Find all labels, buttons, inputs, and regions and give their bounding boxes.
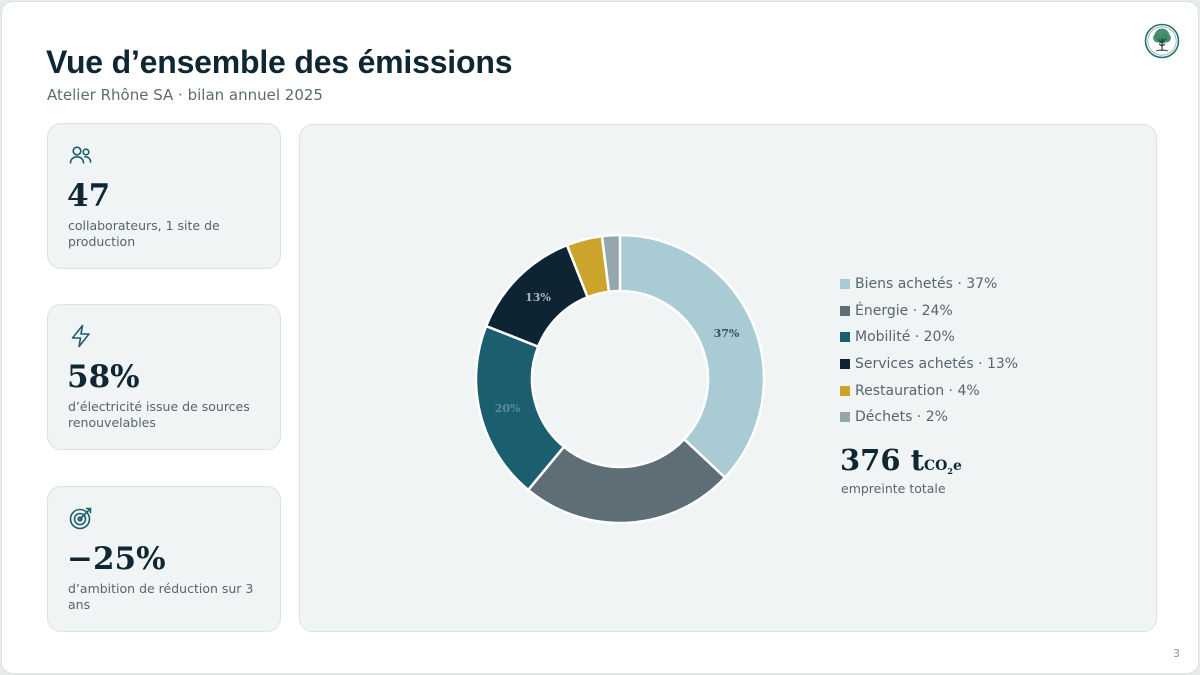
target-icon xyxy=(69,507,92,530)
unit-subscript: 2 xyxy=(947,465,953,476)
legend-item: Énergie · 24% xyxy=(840,298,1018,325)
page-title: Vue d’ensemble des émissions xyxy=(46,44,513,80)
total-footprint-label: empreinte totale xyxy=(841,481,946,496)
chart-legend: Biens achetés · 37% Énergie · 24% Mobilité… xyxy=(840,271,1018,431)
legend-item: Biens achetés · 37% xyxy=(840,271,1018,298)
kpi-value: 47 xyxy=(67,178,111,214)
legend-item: Restauration · 4% xyxy=(840,377,1018,404)
kpi-description: d’ambition de réduction sur 3 ans xyxy=(68,581,254,612)
page-subtitle: Atelier Rhône SA · bilan annuel 2025 xyxy=(47,86,323,104)
legend-swatch xyxy=(840,305,850,316)
kpi-card-target: −25% d’ambition de réduction sur 3 ans xyxy=(47,486,281,632)
legend-label: Biens achetés · 37% xyxy=(855,276,998,293)
total-unit: CO2e xyxy=(924,458,962,476)
legend-swatch xyxy=(840,412,850,423)
legend-item: Déchets · 2% xyxy=(840,404,1018,431)
legend-label: Services achetés · 13% xyxy=(855,356,1019,373)
legend-swatch xyxy=(840,385,850,396)
donut-slice-0 xyxy=(618,233,766,480)
donut-data-label-0: 37% xyxy=(714,327,740,340)
legend-label: Énergie · 24% xyxy=(855,302,953,319)
donut-data-label-3: 13% xyxy=(525,291,551,304)
unit-main: CO xyxy=(924,458,948,474)
legend-swatch xyxy=(840,359,850,370)
chart-panel: 37% 20% 13% Biens achetés · 37% Énergie · 2… xyxy=(299,124,1157,632)
kpi-description: collaborateurs, 1 site de production xyxy=(68,218,220,249)
total-value: 376 t xyxy=(840,443,925,477)
tree-logo-icon xyxy=(1144,23,1180,59)
kpi-description: d’électricité issue de sources renouvela… xyxy=(68,399,250,430)
donut-slice-1 xyxy=(526,437,727,525)
legend-item: Services achetés · 13% xyxy=(840,351,1018,378)
kpi-value: 58% xyxy=(67,359,140,395)
donut-data-label-2: 20% xyxy=(495,402,521,415)
kpi-card-employees: 47 collaborateurs, 1 site de production xyxy=(47,123,281,269)
lightning-icon xyxy=(71,324,90,348)
legend-swatch xyxy=(840,332,850,343)
legend-label: Restauration · 4% xyxy=(855,382,980,399)
unit-tail: e xyxy=(952,458,962,474)
donut-chart: 37% 20% 13% xyxy=(474,233,766,525)
people-icon xyxy=(69,146,92,164)
page-number: 3 xyxy=(1173,647,1180,660)
legend-swatch xyxy=(840,279,850,290)
legend-item: Mobilité · 20% xyxy=(840,324,1018,351)
donut-slice-5 xyxy=(600,233,622,294)
legend-label: Déchets · 2% xyxy=(855,409,948,426)
legend-label: Mobilité · 20% xyxy=(855,329,955,346)
kpi-card-renewable: 58% d’électricité issue de sources renou… xyxy=(47,304,281,450)
total-footprint-value: 376 tCO2e xyxy=(840,443,962,477)
kpi-value: −25% xyxy=(67,541,166,577)
